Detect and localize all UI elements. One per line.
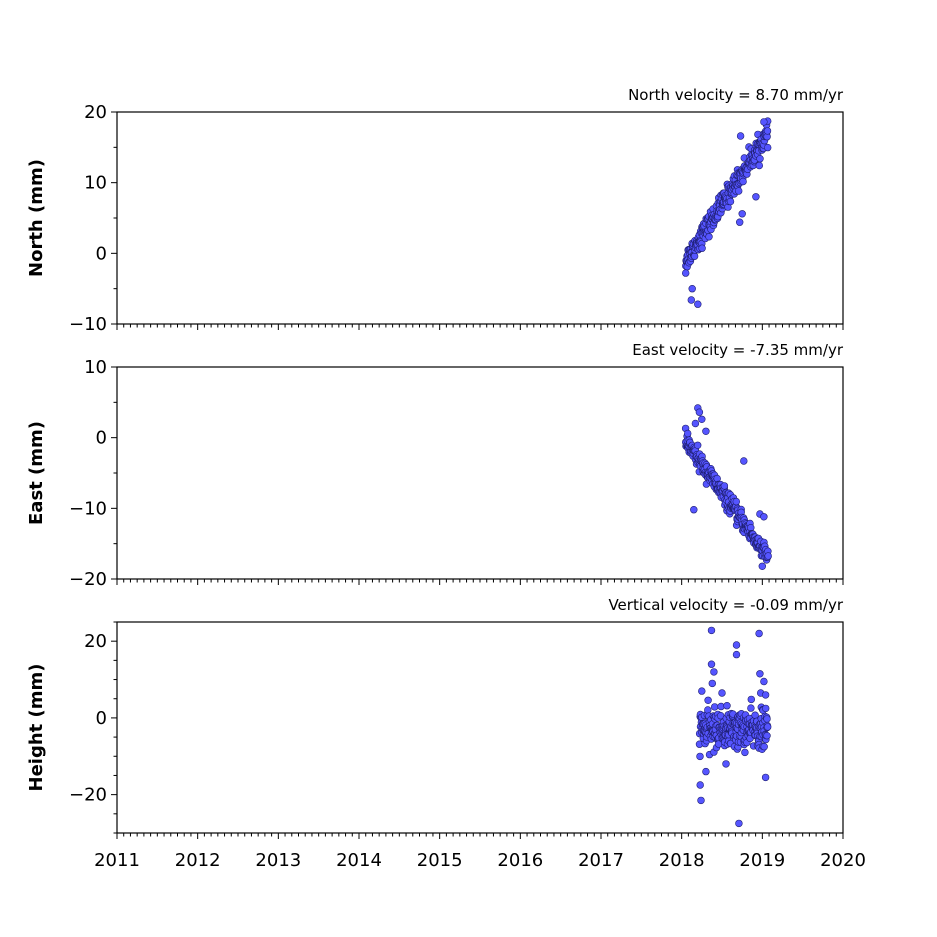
height-y-tick-label: −20	[69, 785, 107, 806]
north-point	[756, 155, 764, 163]
east-point	[758, 562, 766, 570]
height-point	[722, 760, 730, 768]
height-point	[735, 819, 743, 828]
east-y-tick-label: −20	[69, 569, 107, 590]
height-y-tick-label: 0	[96, 708, 107, 729]
north-point	[726, 197, 735, 206]
east-points	[681, 404, 772, 570]
height-point	[747, 695, 755, 704]
east-y-tick-label: 10	[84, 357, 107, 378]
north-point	[760, 118, 768, 126]
north-y-tick-label: 0	[96, 243, 107, 264]
east-point	[690, 506, 698, 514]
east-y-tick-label: 0	[96, 428, 107, 449]
height-y-tick-label: 20	[84, 631, 107, 652]
east-velocity-label: East velocity = -7.35 mm/yr	[632, 341, 844, 359]
east-point	[691, 419, 700, 428]
height-point	[741, 748, 749, 757]
north-point	[763, 127, 772, 135]
north-velocity-label: North velocity = 8.70 mm/yr	[628, 86, 844, 104]
height-point	[761, 691, 770, 699]
height-x-tick-label: 2015	[417, 850, 463, 871]
height-point	[702, 767, 710, 776]
height-x-tick-label: 2016	[497, 850, 543, 871]
height-point	[761, 704, 770, 713]
north-point	[698, 244, 706, 252]
north-point	[738, 210, 746, 218]
height-x-tick-label: 2014	[336, 850, 382, 871]
east-y-tick-label: −10	[69, 498, 107, 519]
height-point	[756, 670, 764, 678]
height-point	[697, 796, 705, 805]
north-y-tick-label: 10	[84, 173, 107, 194]
east-y-axis-label: East (mm)	[26, 421, 47, 525]
height-y-axis-label: Height (mm)	[26, 664, 47, 792]
height-point	[704, 696, 712, 704]
height-point	[763, 715, 771, 723]
height-point	[707, 626, 716, 635]
height-x-tick-label: 2020	[820, 850, 866, 871]
height-point	[761, 773, 770, 782]
north-point	[739, 177, 747, 186]
north-point	[681, 269, 690, 277]
height-points	[695, 626, 772, 828]
height-point	[723, 701, 731, 710]
east-point	[683, 429, 692, 438]
north-y-axis-label: North (mm)	[26, 159, 47, 277]
height-x-tick-label: 2012	[175, 850, 221, 871]
height-point	[763, 723, 772, 731]
height-x-tick-label: 2013	[255, 850, 301, 871]
height-point	[763, 731, 771, 740]
north-point	[763, 143, 772, 152]
height-point	[710, 668, 718, 676]
east-point	[702, 427, 710, 435]
height-point	[708, 679, 716, 688]
height-panel: 2011 2012 2013 2014 2015 2016 2017 2018 2019 2020…	[26, 596, 866, 871]
north-point	[688, 285, 696, 293]
east-point	[698, 415, 706, 423]
north-point	[736, 132, 745, 140]
east-point	[764, 552, 772, 560]
north-point	[705, 233, 713, 241]
height-point	[696, 781, 704, 789]
height-point	[698, 687, 706, 695]
north-point	[735, 218, 744, 226]
north-point	[752, 193, 760, 201]
height-x-tick-label: 2018	[659, 850, 705, 871]
height-point	[760, 742, 768, 751]
north-point	[690, 252, 699, 260]
north-points	[681, 117, 772, 308]
height-velocity-label: Vertical velocity = -0.09 mm/yr	[608, 596, 843, 614]
north-point	[694, 300, 702, 308]
height-point	[718, 689, 726, 697]
north-point	[734, 187, 743, 195]
east-point	[740, 457, 748, 465]
east-point	[693, 441, 702, 449]
north-point	[687, 296, 695, 304]
height-point	[760, 677, 768, 686]
height-x-tick-label: 2019	[739, 850, 785, 871]
height-x-tick-label: 2011	[94, 850, 140, 871]
height-point	[747, 704, 755, 712]
height-point	[751, 711, 759, 719]
height-point	[732, 641, 741, 649]
north-panel: −10 0 10 20 North (mm) North velocity = 8.70 …	[26, 86, 844, 335]
north-y-tick-label: 20	[84, 102, 107, 123]
east-point	[695, 408, 704, 416]
east-point	[760, 513, 768, 521]
height-point	[755, 629, 763, 638]
height-point	[704, 706, 712, 714]
north-point	[755, 161, 763, 170]
east-point	[732, 497, 740, 506]
height-point	[710, 703, 719, 711]
height-point	[696, 752, 704, 761]
north-y-tick-label: −10	[69, 314, 107, 335]
height-x-tick-label: 2017	[578, 850, 624, 871]
height-point	[707, 660, 716, 668]
east-point	[720, 482, 729, 490]
height-point	[732, 650, 741, 659]
east-panel: −20 −10 0 10 East (mm) East velocity = -7.35 …	[26, 341, 844, 590]
